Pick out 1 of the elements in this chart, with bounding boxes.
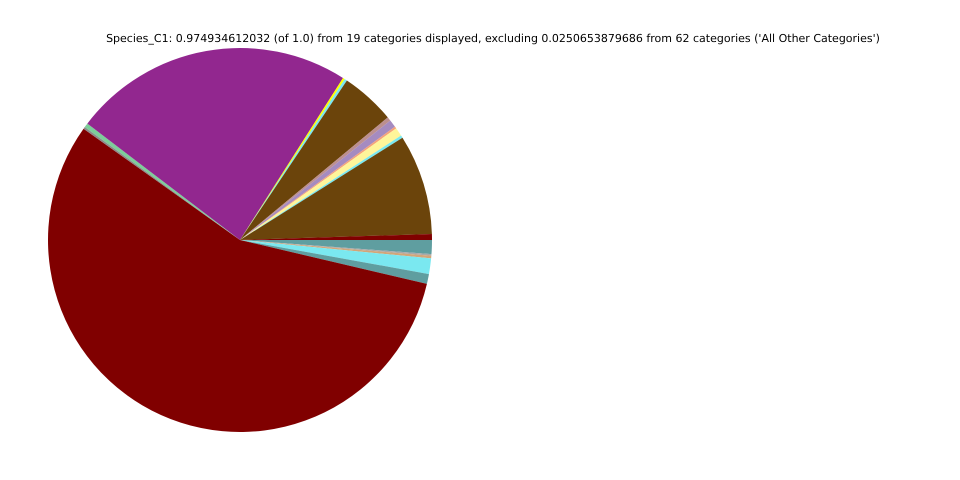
text: Species_C1: 0.974934612032 (of 1.0) from 19 categories displayed, excluding 0.0250653879686 from 62 categories ('All Other Categories') (105, 32, 881, 45)
